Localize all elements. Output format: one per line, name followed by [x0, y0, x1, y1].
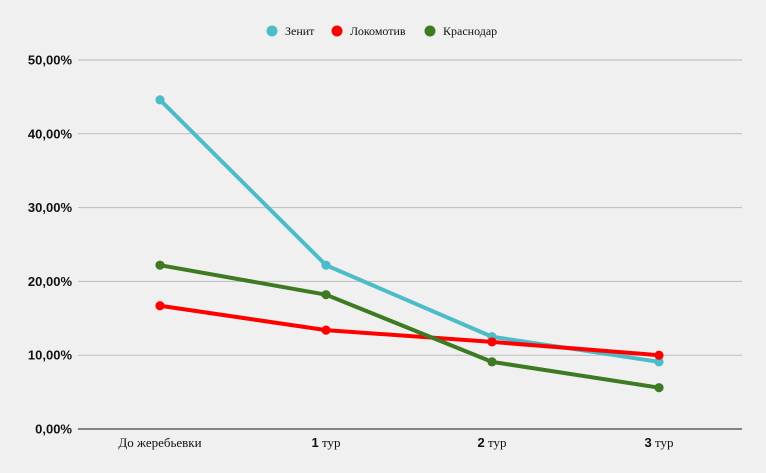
- y-tick-label: 50,00%: [28, 53, 73, 68]
- x-tick-number: 2: [478, 435, 485, 450]
- series-line: [158, 97, 661, 364]
- legend: Зенит Локомотив Краснодар: [266, 24, 497, 38]
- x-tick-label: 2 тур: [478, 435, 507, 450]
- x-tick-text: тур: [319, 435, 341, 450]
- y-tick-label: 10,00%: [28, 348, 73, 363]
- data-point: [487, 357, 497, 367]
- data-point: [155, 301, 165, 311]
- series-line: [158, 303, 661, 358]
- y-tick-label: 0,00%: [35, 422, 72, 437]
- gridlines: [78, 59, 742, 430]
- x-tick-number: 1: [312, 435, 319, 450]
- x-tick-number: 3: [645, 435, 652, 450]
- legend-marker: [266, 25, 278, 37]
- data-point: [321, 325, 331, 335]
- y-tick-label: 40,00%: [28, 126, 73, 141]
- x-tick-label: 3 тур: [645, 435, 674, 450]
- x-axis-ticks: До жеребьевки 1 тур 2 тур 3 тур: [118, 435, 673, 450]
- series-line: [158, 263, 661, 390]
- data-point: [321, 260, 331, 270]
- data-point: [654, 350, 664, 360]
- legend-label: Краснодар: [443, 24, 497, 38]
- series-group: [155, 95, 664, 393]
- y-axis-ticks: 0,00% 10,00% 20,00% 30,00% 40,00% 50,00%: [28, 53, 73, 437]
- data-point: [487, 337, 497, 347]
- x-tick-text: тур: [652, 435, 674, 450]
- data-point: [654, 357, 664, 367]
- data-point: [654, 383, 664, 393]
- x-tick-label: 1 тур: [312, 435, 341, 450]
- data-point: [155, 95, 165, 105]
- y-tick-label: 20,00%: [28, 274, 73, 289]
- legend-marker: [424, 25, 436, 37]
- x-tick-label: До жеребьевки: [118, 435, 201, 450]
- x-tick-text: тур: [485, 435, 507, 450]
- data-point: [155, 260, 165, 270]
- data-point: [321, 290, 331, 300]
- y-tick-label: 30,00%: [28, 200, 73, 215]
- x-tick-text: До жеребьевки: [118, 435, 201, 450]
- legend-label: Зенит: [285, 24, 315, 38]
- legend-label: Локомотив: [350, 24, 406, 38]
- legend-marker: [331, 25, 343, 37]
